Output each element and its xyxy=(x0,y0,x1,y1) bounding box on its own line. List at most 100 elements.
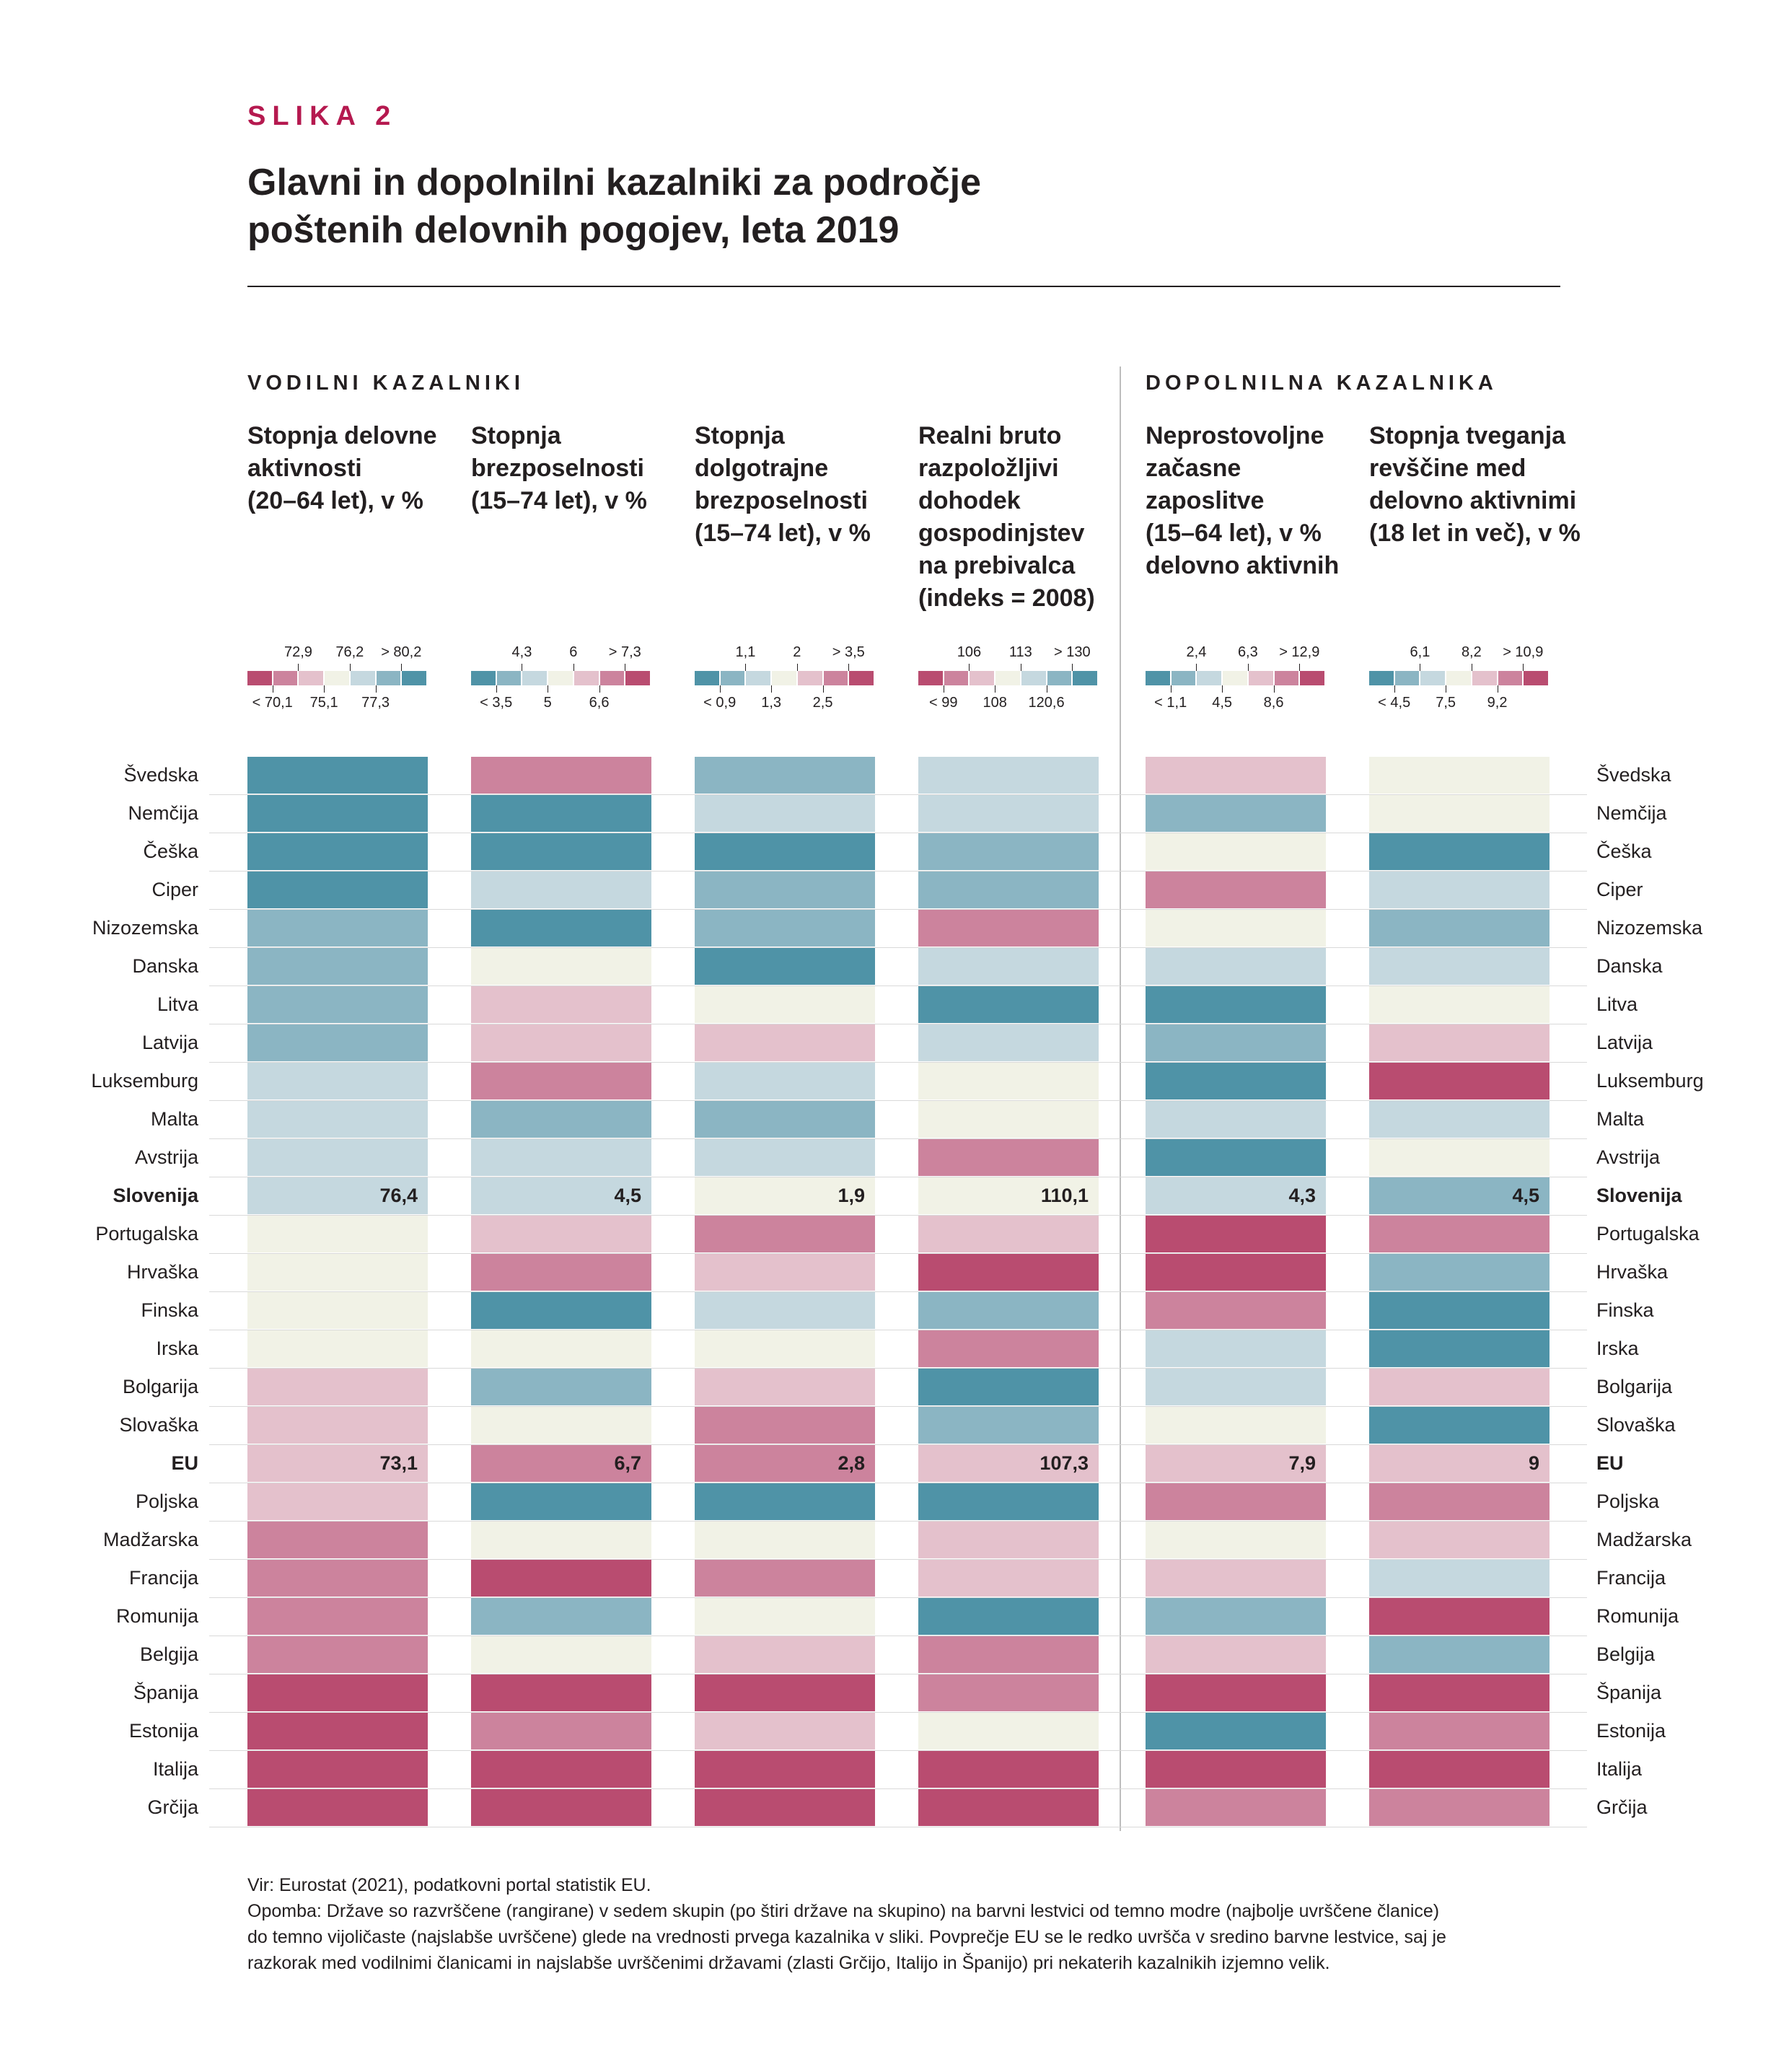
legend-swatch xyxy=(471,671,496,685)
column-title-line: (20–64 let), v % xyxy=(247,487,423,514)
legend-swatch xyxy=(1073,671,1097,685)
country-label-left: Švedska xyxy=(123,764,198,786)
legend-tick-label: > 80,2 xyxy=(381,644,422,660)
heatmap-cell xyxy=(918,833,1099,870)
heatmap-cell xyxy=(1369,1254,1550,1291)
legend-tick xyxy=(1394,685,1395,693)
heatmap-cell xyxy=(695,1292,875,1329)
column-title: Neprostovoljne začasne zaposlitve (15–64 le… xyxy=(1146,420,1362,582)
column-title-line: Stopnja delovne xyxy=(247,422,437,449)
column-title: Realni bruto razpoložljivi dohodek gospodin… xyxy=(918,420,1135,615)
heatmap-cell xyxy=(1369,948,1550,985)
heatmap-cell xyxy=(1146,1101,1326,1138)
title-divider xyxy=(247,286,1560,287)
heatmap-cell xyxy=(247,1292,428,1329)
heatmap-cell xyxy=(1146,1254,1326,1291)
legend-tick xyxy=(573,664,574,671)
legend-tick-label: 6,3 xyxy=(1237,644,1258,660)
country-label-left: Litva xyxy=(157,993,198,1015)
column-title-line: brezposelnosti xyxy=(471,455,644,482)
legend-tick-label: 77,3 xyxy=(361,695,390,711)
heatmap-cell xyxy=(1369,1751,1550,1788)
heatmap-cell xyxy=(247,1063,428,1099)
column-title-line: (18 let in več), v % xyxy=(1369,519,1581,547)
figure-label: SLIKA 2 xyxy=(247,101,397,131)
heatmap-cell xyxy=(1146,1445,1326,1482)
cell-value-label: 9 xyxy=(1528,1452,1539,1474)
heatmap-cell xyxy=(1146,833,1326,870)
section-heading-supplementary: DOPOLNILNA KAZALNIKA xyxy=(1146,372,1498,395)
country-label-left: Danska xyxy=(132,955,198,977)
heatmap-cell xyxy=(247,1254,428,1291)
heatmap-cell xyxy=(1369,986,1550,1023)
heatmap-cell xyxy=(695,948,875,985)
column-title-line: brezposelnosti xyxy=(695,487,868,514)
country-label-left: Francija xyxy=(128,1567,198,1589)
heatmap-cell xyxy=(1369,833,1550,870)
heatmap-cell xyxy=(695,757,875,794)
heatmap-cell xyxy=(1146,1407,1326,1444)
column-title-line: dohodek xyxy=(918,487,1021,514)
heatmap-cell xyxy=(918,1292,1099,1329)
legend-tick-label: > 10,9 xyxy=(1503,644,1544,660)
row-divider xyxy=(209,1521,1587,1522)
legend-tick-label: 1,1 xyxy=(735,644,756,660)
heatmap-cell xyxy=(695,1369,875,1405)
heatmap-cell xyxy=(1146,910,1326,947)
heatmap-cell xyxy=(918,795,1099,832)
legend-tick-label: 6,1 xyxy=(1410,644,1430,660)
legend-tick xyxy=(401,664,403,671)
heatmap-cell xyxy=(471,1177,651,1214)
column-title-line: začasne xyxy=(1146,455,1241,482)
column-title-line: Neprostovoljne xyxy=(1146,422,1324,449)
column-title-line: (15–74 let), v % xyxy=(695,519,871,547)
heatmap-cell xyxy=(1146,1330,1326,1367)
heatmap-cell xyxy=(918,1063,1099,1099)
heatmap-cell xyxy=(247,1674,428,1711)
source-text: Vir: Eurostat (2021), podatkovni portal … xyxy=(247,1875,651,1895)
column-title: Stopnja tveganja revščine med delovno akti… xyxy=(1369,420,1586,550)
country-label-right: Ciper xyxy=(1596,879,1643,900)
country-label-right: Luksemburg xyxy=(1596,1070,1704,1092)
heatmap-cell xyxy=(471,833,651,870)
legend-tick-label: 9,2 xyxy=(1487,695,1508,711)
heatmap-cell xyxy=(1369,1636,1550,1673)
legend-swatch xyxy=(1446,671,1471,685)
legend-swatch xyxy=(746,671,771,685)
legend-tick-label: < 4,5 xyxy=(1378,695,1411,711)
heatmap-cell xyxy=(1146,1063,1326,1099)
heatmap-cell xyxy=(918,948,1099,985)
heatmap-cell xyxy=(247,1789,428,1826)
heatmap-cell xyxy=(247,757,428,794)
legend-tick-label: < 3,5 xyxy=(480,695,513,711)
heatmap-cell xyxy=(695,910,875,947)
heatmap-cell xyxy=(471,1024,651,1061)
heatmap-cell xyxy=(695,1674,875,1711)
heatmap-cell xyxy=(695,1024,875,1061)
legend-tick-label: < 1,1 xyxy=(1154,695,1187,711)
heatmap-cell xyxy=(918,1330,1099,1367)
heatmap-cell xyxy=(695,986,875,1023)
country-label-left: Latvija xyxy=(141,1032,198,1053)
heatmap-cell xyxy=(918,1751,1099,1788)
heatmap-cell xyxy=(471,757,651,794)
legend-swatch xyxy=(695,671,719,685)
heatmap-cell xyxy=(695,1177,875,1214)
legend-swatch xyxy=(849,671,874,685)
legend-tick-label: 75,1 xyxy=(309,695,338,711)
legend-swatch xyxy=(720,671,745,685)
country-label-left: Češka xyxy=(143,840,198,862)
heatmap-cell xyxy=(247,1713,428,1750)
heatmap-cell xyxy=(1369,795,1550,832)
legend-swatch xyxy=(772,671,796,685)
heatmap-cell xyxy=(1146,1369,1326,1405)
heatmap-cell xyxy=(1369,1330,1550,1367)
country-label-left: Romunija xyxy=(115,1605,198,1627)
column-title-line: Realni bruto xyxy=(918,422,1062,449)
row-divider xyxy=(209,1788,1587,1789)
heatmap-cell xyxy=(1146,986,1326,1023)
legend-swatch xyxy=(325,671,349,685)
country-label-left: Nizozemska xyxy=(92,917,198,939)
legend-tick xyxy=(848,664,850,671)
heatmap-cell xyxy=(247,1483,428,1520)
